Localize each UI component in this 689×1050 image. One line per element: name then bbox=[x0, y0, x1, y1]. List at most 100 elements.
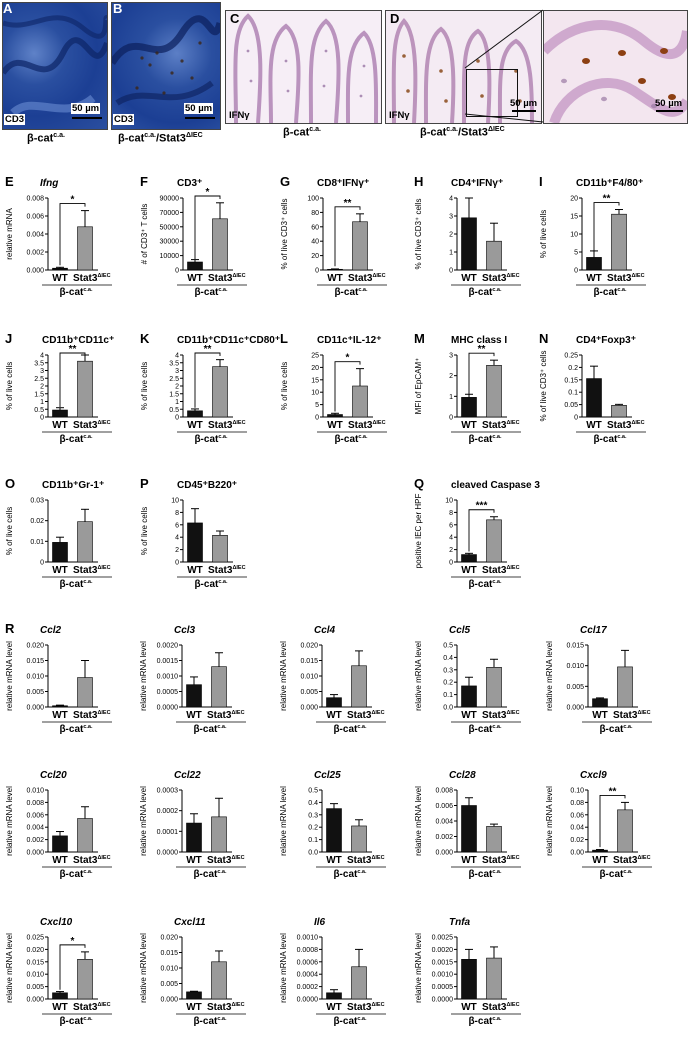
scale-bar-d bbox=[512, 110, 536, 112]
caption-a: β-catc.a. bbox=[27, 132, 65, 145]
y-axis-label: relative mRNA level bbox=[5, 641, 14, 711]
x-label-stat3: Stat3ΔIEC bbox=[348, 420, 386, 431]
x-label-stat3: Stat3ΔIEC bbox=[482, 420, 520, 431]
y-tick-label: 0.0010 bbox=[157, 674, 179, 681]
y-tick-label: 0.010 bbox=[26, 788, 44, 795]
x-label-wt: WT bbox=[52, 420, 68, 431]
y-tick-label: 1.5 bbox=[34, 391, 44, 398]
y-tick-label: 0.0020 bbox=[432, 947, 454, 954]
chart-title: CD11b⁺Gr-1⁺ bbox=[42, 480, 104, 491]
y-tick-label: 0.2 bbox=[308, 825, 318, 832]
y-tick-label: 15 bbox=[311, 377, 319, 384]
y-tick-label: 0.008 bbox=[26, 800, 44, 807]
bar-stat3 bbox=[611, 213, 627, 271]
y-tick-label: 0.010 bbox=[160, 966, 178, 973]
significance-marker: * bbox=[346, 353, 350, 364]
y-tick-label: 0.5 bbox=[443, 643, 453, 650]
scale-bar-zoom bbox=[656, 110, 683, 112]
panel-letter: R bbox=[5, 621, 15, 636]
scale-bar-b bbox=[185, 117, 215, 119]
bar-stat3 bbox=[77, 677, 93, 708]
group-label: β-catc.a. bbox=[468, 579, 502, 590]
bar-wt bbox=[586, 257, 602, 271]
x-label-stat3: Stat3ΔIEC bbox=[607, 273, 645, 284]
scale-bar-a bbox=[72, 117, 102, 119]
y-tick-label: 90000 bbox=[160, 196, 180, 203]
x-label-wt: WT bbox=[461, 273, 477, 284]
x-label-stat3: Stat3ΔIEC bbox=[73, 710, 111, 721]
group-label: β-catc.a. bbox=[593, 287, 627, 298]
x-label-stat3: Stat3ΔIEC bbox=[207, 710, 245, 721]
y-tick-label: 3 bbox=[449, 214, 453, 221]
y-tick-label: 4 bbox=[40, 353, 44, 360]
significance-marker: * bbox=[71, 195, 75, 206]
chart-cd8-ifn-: G CD8⁺IFNγ⁺ 0 20 40 60 80 100 % of live CD3⁺ cel… bbox=[280, 174, 387, 298]
chart-title: Cxcl11 bbox=[174, 917, 206, 928]
chart-title: CD4⁺IFNγ⁺ bbox=[451, 178, 503, 189]
x-label-stat3: Stat3ΔIEC bbox=[607, 420, 645, 431]
bar-stat3 bbox=[351, 966, 367, 1000]
chart-cd4-ifn-: H CD4⁺IFNγ⁺ 0 1 2 3 4 % of live CD3⁺ cells WT Sta… bbox=[414, 174, 521, 298]
y-tick-label: 0 bbox=[40, 560, 44, 567]
chart-title: Ifng bbox=[40, 178, 58, 189]
x-label-stat3: Stat3ΔIEC bbox=[208, 420, 246, 431]
chart-ccl28: Ccl28 0.000 0.002 0.004 0.006 0.008 relative m… bbox=[414, 770, 521, 880]
chart-title: Cxcl10 bbox=[40, 917, 73, 928]
y-tick-label: 10000 bbox=[160, 253, 180, 260]
chart-cd45-b220-: P CD45⁺B220⁺ 0 2 4 6 8 10 % of live cells WT Stat3… bbox=[140, 476, 247, 590]
bar-stat3 bbox=[617, 809, 633, 853]
group-label: β-catc.a. bbox=[593, 434, 627, 445]
x-label-wt: WT bbox=[327, 273, 343, 284]
y-tick-label: 10 bbox=[311, 390, 319, 397]
x-label-wt: WT bbox=[592, 710, 608, 721]
bar-wt bbox=[187, 522, 203, 563]
y-tick-label: 0.5 bbox=[308, 788, 318, 795]
x-label-stat3: Stat3ΔIEC bbox=[482, 855, 520, 866]
y-tick-label: 0.005 bbox=[566, 684, 584, 691]
y-tick-label: 0.015 bbox=[300, 658, 318, 665]
chart-title: CD3⁺ bbox=[177, 178, 202, 189]
y-tick-label: 3 bbox=[449, 353, 453, 360]
y-tick-label: 0.000 bbox=[160, 997, 178, 1004]
chart-title: CD11b⁺F4/80⁺ bbox=[576, 178, 643, 189]
bar-stat3 bbox=[352, 221, 368, 271]
y-tick-label: 0.02 bbox=[30, 518, 44, 525]
y-tick-label: 2 bbox=[449, 232, 453, 239]
y-tick-label: 1 bbox=[175, 399, 179, 406]
y-tick-label: 4 bbox=[175, 535, 179, 542]
panel-letter: N bbox=[539, 331, 548, 346]
group-label: β-catc.a. bbox=[468, 287, 502, 298]
bar-stat3 bbox=[77, 360, 93, 418]
group-label: β-catc.a. bbox=[59, 1016, 93, 1027]
panel-letter: G bbox=[280, 174, 290, 189]
group-label: β-catc.a. bbox=[333, 724, 367, 735]
group-label: β-catc.a. bbox=[468, 1016, 502, 1027]
significance-bracket bbox=[599, 794, 626, 848]
y-tick-label: 0 bbox=[449, 560, 453, 567]
y-tick-label: 0.0005 bbox=[157, 689, 179, 696]
group-label: β-catc.a. bbox=[59, 287, 93, 298]
chart-ccl5: Ccl5 0.0 0.1 0.2 0.3 0.4 0.5 relative mRNA leve… bbox=[414, 625, 521, 735]
panel-letter: Q bbox=[414, 476, 424, 491]
chart-title: Ccl4 bbox=[314, 625, 336, 636]
y-tick-label: 0 bbox=[449, 415, 453, 422]
y-tick-label: 3.5 bbox=[169, 360, 179, 367]
x-label-stat3: Stat3ΔIEC bbox=[482, 273, 520, 284]
chart-ccl2: R Ccl2 0.000 0.005 0.010 0.015 0.020 relative m… bbox=[5, 621, 112, 735]
y-axis-label: % of live CD3⁺ cells bbox=[280, 199, 289, 270]
y-tick-label: 0 bbox=[449, 268, 453, 275]
y-tick-label: 0.2 bbox=[568, 365, 578, 372]
chart-title: Ccl22 bbox=[174, 770, 201, 781]
caption-a-text: β-cat bbox=[27, 132, 54, 145]
x-label-wt: WT bbox=[52, 273, 68, 284]
y-tick-label: 0.008 bbox=[435, 788, 453, 795]
y-axis-label: % of live cells bbox=[280, 362, 289, 410]
panel-letter: L bbox=[280, 331, 288, 346]
chart-cd11b-cd11c-: J CD11b⁺CD11c⁺ 00.511.522.533.54 % of live … bbox=[5, 331, 114, 445]
bar-stat3 bbox=[212, 366, 228, 418]
y-axis-label: positive IEC per HPF bbox=[414, 494, 423, 569]
bar-stat3 bbox=[212, 218, 228, 271]
y-tick-label: 0 bbox=[175, 268, 179, 275]
stain-label-d: IFNγ bbox=[389, 110, 410, 121]
